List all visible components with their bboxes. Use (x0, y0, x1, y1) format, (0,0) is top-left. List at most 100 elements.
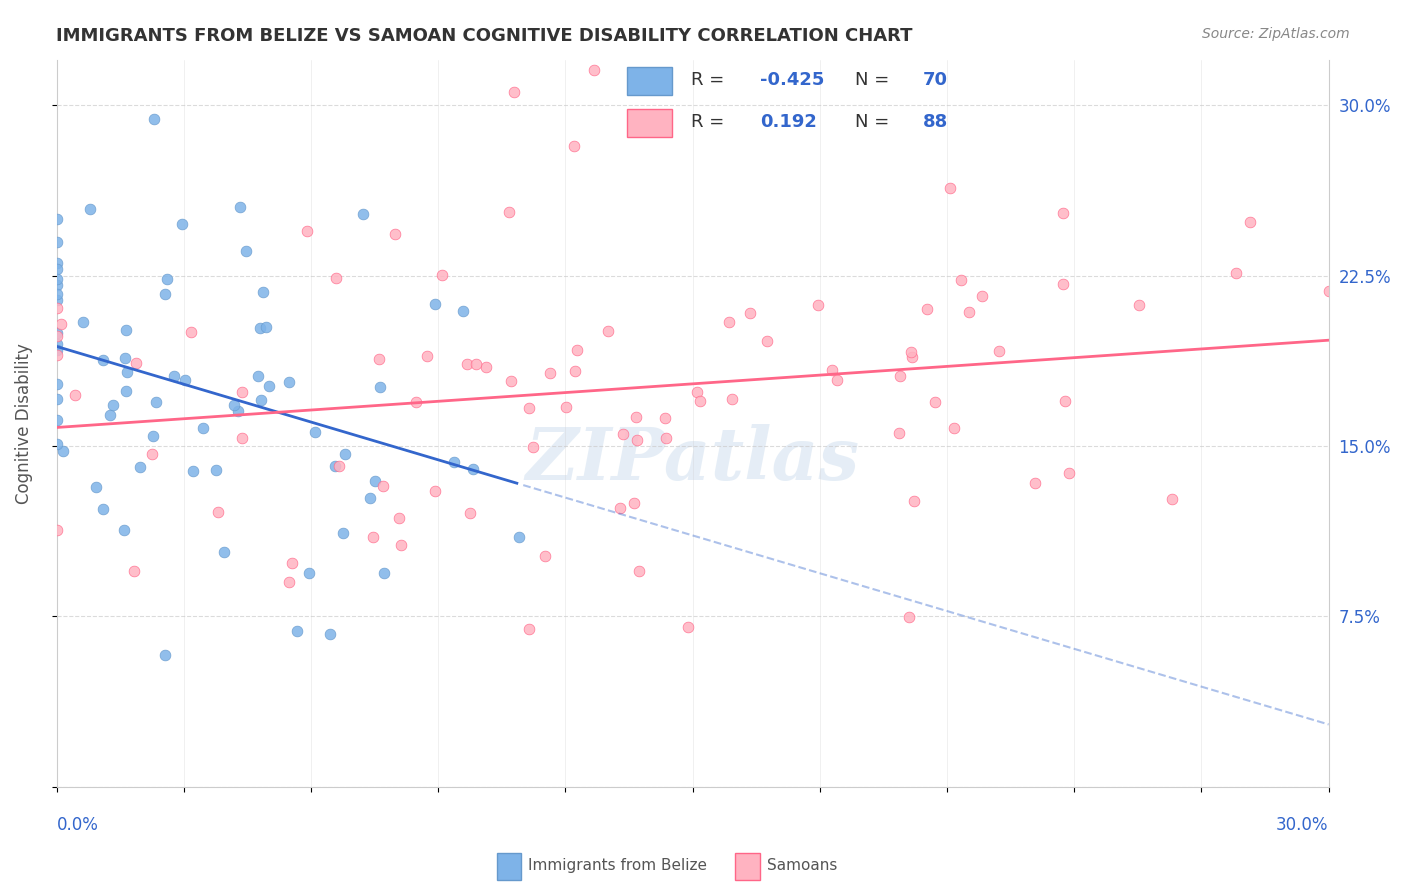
Point (115, 384, 138, 398)
Point (950, 273, 973, 287)
Point (45, 437, 67, 451)
Point (128, 460, 150, 475)
Text: 0.192: 0.192 (759, 113, 817, 131)
FancyBboxPatch shape (627, 110, 672, 137)
Point (45, 326, 67, 341)
Point (352, 207, 374, 221)
Point (901, 350, 924, 364)
Point (325, 271, 347, 285)
Point (517, 622, 540, 636)
Point (654, 411, 676, 425)
Point (475, 360, 498, 375)
Point (45, 277, 67, 292)
Point (987, 344, 1010, 359)
Point (612, 427, 634, 442)
Point (465, 357, 488, 371)
Point (970, 289, 993, 303)
Point (453, 304, 475, 318)
Text: IMMIGRANTS FROM BELIZE VS SAMOAN COGNITIVE DISABILITY CORRELATION CHART: IMMIGRANTS FROM BELIZE VS SAMOAN COGNITI… (56, 27, 912, 45)
Point (738, 306, 761, 320)
Point (141, 448, 163, 462)
Point (361, 530, 384, 544)
Text: Immigrants from Belize: Immigrants from Belize (529, 858, 707, 872)
Point (432, 268, 454, 282)
Point (142, 112, 165, 126)
Point (564, 364, 586, 378)
Point (686, 384, 709, 399)
Point (501, 375, 523, 389)
Point (45, 256, 67, 270)
Point (231, 384, 253, 399)
Point (45, 293, 67, 307)
Point (384, 227, 406, 242)
Point (115, 323, 138, 337)
Point (170, 217, 193, 231)
Point (689, 394, 711, 409)
Point (254, 320, 277, 334)
Point (373, 479, 395, 493)
Text: 30.0%: 30.0% (1277, 816, 1329, 834)
Point (425, 483, 447, 498)
Point (359, 491, 381, 506)
Point (676, 620, 699, 634)
Point (332, 526, 354, 541)
Point (298, 566, 321, 580)
Point (939, 181, 962, 195)
Point (1052, 205, 1074, 219)
Point (45, 413, 67, 427)
Point (45, 329, 67, 343)
Point (145, 394, 167, 409)
Point (257, 379, 280, 393)
Point (423, 297, 446, 311)
Point (887, 426, 910, 441)
Text: ZIPatlas: ZIPatlas (526, 424, 859, 495)
Point (1024, 476, 1046, 491)
Point (304, 425, 326, 439)
Point (45, 348, 67, 362)
Point (65, 388, 87, 402)
Point (125, 356, 148, 370)
Point (323, 458, 346, 473)
Point (373, 566, 395, 580)
Point (897, 610, 920, 624)
Point (247, 368, 270, 383)
Point (416, 349, 439, 363)
Point (155, 648, 177, 662)
Point (1057, 467, 1080, 481)
Point (235, 244, 257, 259)
Point (112, 523, 135, 537)
Point (115, 365, 138, 379)
Text: R =: R = (692, 71, 730, 89)
Point (45, 336, 67, 351)
Point (957, 305, 980, 319)
Point (924, 395, 946, 409)
FancyBboxPatch shape (496, 853, 522, 880)
Point (756, 334, 779, 348)
Point (156, 272, 179, 286)
Point (562, 139, 585, 153)
Point (1128, 298, 1150, 312)
Point (623, 496, 645, 510)
Point (98, 408, 121, 422)
Text: N =: N = (855, 71, 894, 89)
Point (181, 464, 204, 478)
Point (498, 204, 520, 219)
Point (91, 501, 114, 516)
Text: -0.425: -0.425 (759, 71, 824, 89)
Point (229, 200, 252, 214)
Point (456, 357, 478, 371)
Point (405, 394, 427, 409)
Point (228, 404, 250, 418)
FancyBboxPatch shape (627, 67, 672, 95)
Point (388, 511, 411, 525)
Point (174, 373, 197, 387)
Point (45, 287, 67, 301)
Point (191, 421, 214, 435)
Point (51, 317, 73, 331)
Point (368, 352, 391, 367)
Text: Samoans: Samoans (766, 858, 837, 872)
Point (333, 447, 356, 461)
Point (565, 343, 588, 357)
Text: 0.0%: 0.0% (56, 816, 98, 834)
Point (942, 420, 965, 434)
